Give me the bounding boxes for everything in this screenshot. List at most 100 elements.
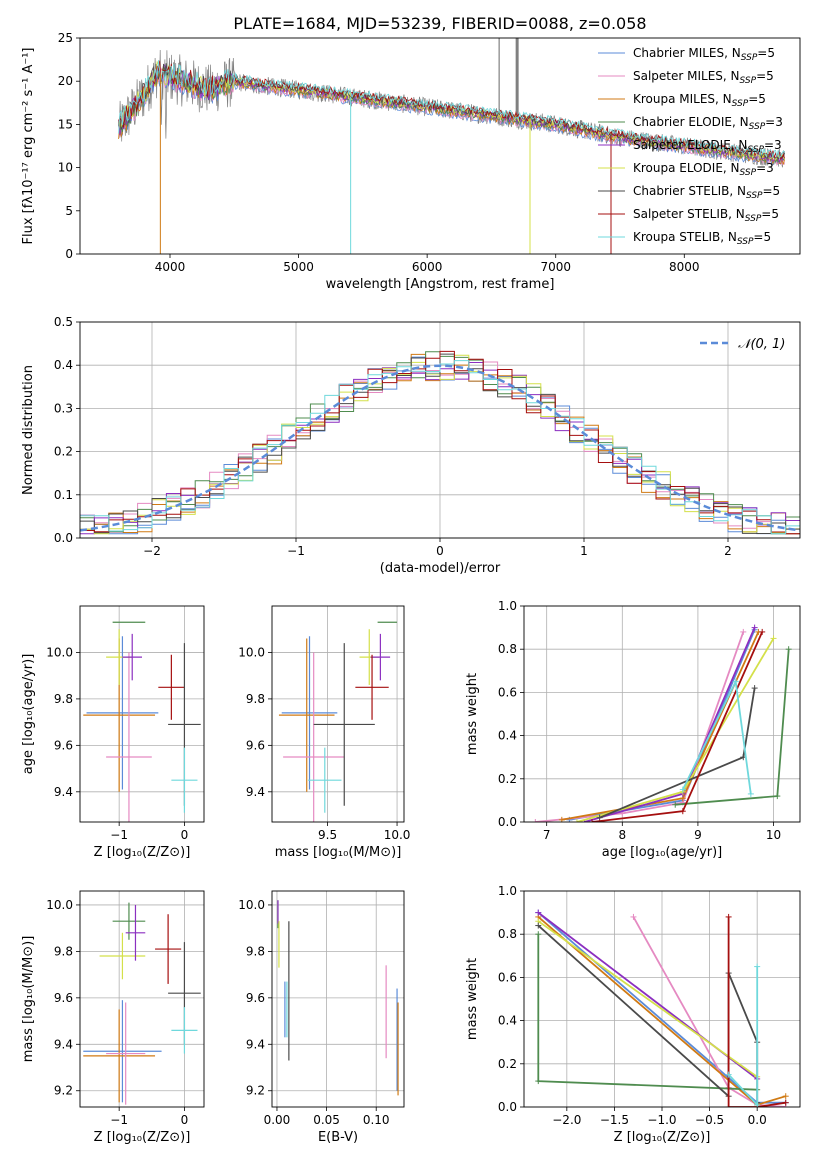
weight-line xyxy=(727,916,786,1107)
y-tick-label: 10 xyxy=(58,161,73,175)
legend-label-tail: =5 xyxy=(748,92,766,106)
legend-label-sub: SSP xyxy=(732,99,749,109)
y-tick-label: 0.0 xyxy=(54,531,73,545)
x-axis-label: E(B-V) xyxy=(318,1130,358,1145)
x-tick-label: −2.0 xyxy=(552,1113,581,1127)
y-tick-label: 1.0 xyxy=(498,884,517,898)
axes-frame xyxy=(271,890,405,1108)
panel-mass_vs_ebv: 0.00 0.05 0.10 9.2 9.4 9.6 9.8 10.0 E(B-V) xyxy=(238,890,405,1145)
legend-label-sub: SSP xyxy=(746,191,763,201)
x-tick-label: −1 xyxy=(110,828,128,842)
x-tick-label: 0.00 xyxy=(264,1113,291,1127)
panels: 4000 5000 6000 7000 80000510152025wavelength… xyxy=(21,31,801,1145)
legend-label-main: Kroupa STELIB, N xyxy=(633,230,737,244)
legend-label-tail: =3 xyxy=(764,138,782,152)
y-tick-label: 9.4 xyxy=(246,785,265,799)
y-tick-label: 9.4 xyxy=(54,785,73,799)
model-spectrum-line xyxy=(118,60,785,159)
y-tick-label: 25 xyxy=(58,31,73,45)
legend-label-main: Chabrier STELIB, N xyxy=(633,184,746,198)
weight-line xyxy=(535,631,745,822)
weight-lines xyxy=(535,909,789,1107)
axes-frame xyxy=(79,605,205,823)
x-tick-label: 0.10 xyxy=(363,1113,390,1127)
y-tick-label: 9.6 xyxy=(246,738,265,752)
y-tick-label: 10.0 xyxy=(46,898,73,912)
legend-label: Chabrier ELODIE, NSSP=3 xyxy=(633,115,783,132)
legend-label: Salpeter MILES, NSSP=5 xyxy=(633,69,774,86)
x-tick-label: 9.5 xyxy=(318,828,337,842)
figure-title: PLATE=1684, MJD=53239, FIBERID=0088, z=0… xyxy=(233,14,646,33)
y-tick-label: 0.4 xyxy=(498,1014,517,1028)
spectrum-lines xyxy=(118,38,785,254)
legend-label: Kroupa ELODIE, NSSP=3 xyxy=(633,161,774,178)
x-tick-label: −1.5 xyxy=(600,1113,629,1127)
y-tick-label: 9.6 xyxy=(54,738,73,752)
x-axis-label: (data-model)/error xyxy=(380,561,501,576)
x-tick-label: 0.05 xyxy=(313,1113,340,1127)
y-tick-label: 0.6 xyxy=(498,685,517,699)
y-tick-label: 0 xyxy=(65,247,73,261)
legend-label-main: Salpeter MILES, N xyxy=(633,69,740,83)
x-tick-label: 6000 xyxy=(412,260,443,274)
x-tick-label: 0.0 xyxy=(748,1113,767,1127)
x-tick-label: −0.5 xyxy=(695,1113,724,1127)
legend-label-main: Salpeter ELODIE, N xyxy=(633,138,747,152)
panel-age_vs_mass: 9.5 10.0 9.4 9.6 9.8 10.0 mass [log₁₀(M/M⊙)] xyxy=(238,605,410,860)
x-tick-label: 8 xyxy=(618,828,626,842)
y-tick-label: 9.6 xyxy=(54,991,73,1005)
x-tick-label: −2 xyxy=(143,544,161,558)
x-axis-label: age [log₁₀(age/yr)] xyxy=(602,845,723,860)
x-tick-label: 0 xyxy=(181,828,189,842)
y-tick-label: 0.4 xyxy=(498,729,517,743)
y-tick-label: 0.8 xyxy=(498,927,517,941)
y-tick-label: 9.2 xyxy=(54,1084,73,1098)
y-tick-label: 0.6 xyxy=(498,970,517,984)
axes-frame xyxy=(79,37,801,255)
y-tick-label: 5 xyxy=(65,204,73,218)
legend-label-sub: SSP xyxy=(749,122,766,132)
axes-frame xyxy=(79,321,801,539)
legend-label-tail: =5 xyxy=(763,184,781,198)
legend-label-tail: =3 xyxy=(765,115,783,129)
panel-spectrum: 4000 5000 6000 7000 8000 0 5 10 15 20 25 wavelength… xyxy=(21,31,801,292)
y-tick-label: 9.8 xyxy=(54,692,73,706)
y-tick-label: 0.1 xyxy=(54,488,73,502)
y-tick-label: 9.2 xyxy=(246,1084,265,1098)
y-tick-label: 20 xyxy=(58,74,73,88)
x-tick-label: 2 xyxy=(724,544,732,558)
legend-label-main: Kroupa MILES, N xyxy=(633,92,732,106)
y-axis-label: mass weight xyxy=(465,958,480,1040)
weight-lines xyxy=(532,624,792,822)
y-tick-label: 10.0 xyxy=(46,645,73,659)
axes-frame xyxy=(523,890,801,1108)
legend-label-main: Kroupa ELODIE, N xyxy=(633,161,740,175)
model-spectrum-line xyxy=(118,63,785,160)
errorbars xyxy=(83,621,201,822)
x-tick-label: 0 xyxy=(436,544,444,558)
x-tick-label: −1 xyxy=(110,1113,128,1127)
legend-label: 𝒩(0, 1) xyxy=(738,337,785,352)
legend-label: Salpeter ELODIE, NSSP=3 xyxy=(633,138,782,155)
x-tick-label: 1 xyxy=(580,544,588,558)
legend-label-main: Chabrier MILES, N xyxy=(633,46,741,60)
legend-label-sub: SSP xyxy=(740,168,757,178)
x-tick-label: −1 xyxy=(287,544,305,558)
x-tick-label: 10 xyxy=(766,828,781,842)
y-tick-label: 9.6 xyxy=(246,991,265,1005)
y-tick-label: 0.5 xyxy=(54,315,73,329)
x-tick-label: 5000 xyxy=(283,260,314,274)
axes-frame xyxy=(79,890,205,1108)
x-tick-label: 7000 xyxy=(540,260,571,274)
legend-label-sub: SSP xyxy=(741,53,758,63)
x-tick-label: 8000 xyxy=(669,260,700,274)
y-tick-label: 9.8 xyxy=(54,944,73,958)
y-tick-label: 9.8 xyxy=(246,944,265,958)
x-axis-label: Z [log₁₀(Z/Z⊙)] xyxy=(614,1130,711,1145)
panel-weight_vs_age: 7 8 9 10 0.0 0.2 0.4 0.6 0.8 1.0 age [log₁₀(age/yr… xyxy=(465,599,801,860)
histogram-step xyxy=(80,360,800,535)
legend-label-tail: =5 xyxy=(753,230,771,244)
y-tick-label: 0.3 xyxy=(54,401,73,415)
